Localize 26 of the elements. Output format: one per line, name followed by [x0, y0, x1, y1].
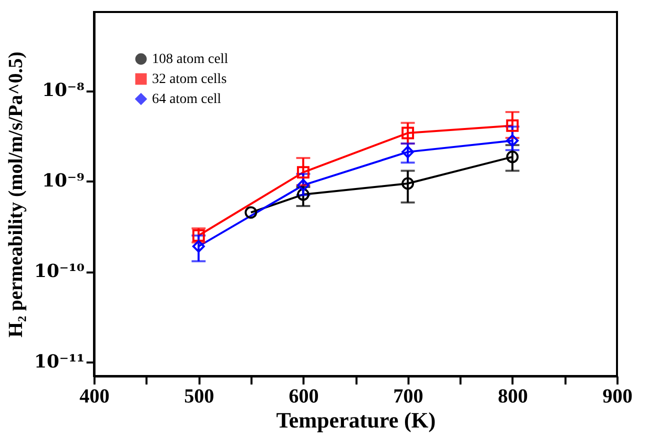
- x-tick-label: 400: [80, 386, 110, 408]
- point: [506, 134, 519, 147]
- point: [402, 177, 414, 190]
- point: [402, 126, 414, 140]
- x-tick-label: 500: [184, 386, 214, 408]
- x-tick-label: 600: [288, 386, 319, 408]
- point: [296, 166, 310, 179]
- point: [244, 206, 258, 219]
- point: [506, 119, 519, 132]
- legend-label: 108 atom cell: [152, 52, 228, 67]
- x-axis-title: Temperature (K): [276, 408, 436, 432]
- x-tick-label: 700: [393, 386, 424, 408]
- y-tick-label: 10⁻¹⁰: [34, 261, 85, 282]
- x-tick-label: 900: [602, 386, 632, 408]
- x-tick-label: 800: [498, 386, 528, 408]
- y-tick-label: 10⁻⁸: [42, 80, 85, 102]
- point: [192, 240, 205, 253]
- point: [296, 178, 310, 192]
- legend-label: 32 atom cells: [152, 72, 227, 87]
- legend-label: 64 atom cell: [152, 92, 222, 107]
- y-tick-label: 10⁻¹¹: [34, 351, 84, 372]
- point: [402, 146, 414, 158]
- y-tick-label: 10⁻⁹: [42, 170, 85, 192]
- point: [506, 150, 519, 164]
- point: [296, 188, 310, 201]
- y-axis-title: H₂ permeability (mol/m/s/Pa^0.5): [5, 52, 28, 338]
